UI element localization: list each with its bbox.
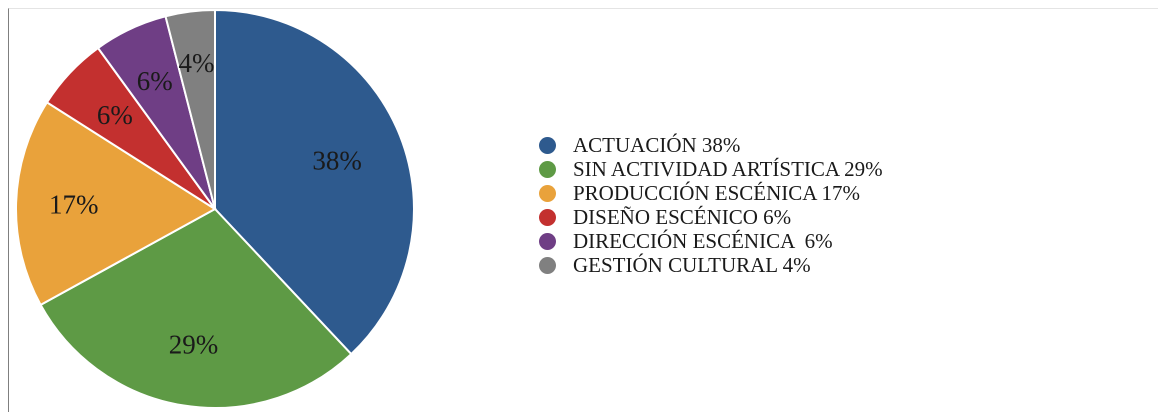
- legend-swatch: [539, 232, 556, 250]
- pie-slice-label: 29%: [169, 330, 219, 360]
- legend-swatch: [539, 256, 556, 274]
- legend-swatch: [539, 136, 556, 154]
- legend-label: ACTUACIÓN 38%: [573, 133, 741, 157]
- legend-label: GESTIÓN CULTURAL 4%: [573, 253, 811, 277]
- legend-label: SIN ACTIVIDAD ARTÍSTICA 29%: [573, 157, 883, 181]
- legend-label: DISEÑO ESCÉNICO 6%: [573, 205, 792, 229]
- legend-label: PRODUCCIÓN ESCÉNICA 17%: [573, 181, 861, 205]
- pie-slice: [39, 207, 353, 409]
- legend-swatch: [539, 208, 556, 226]
- chart-legend: ACTUACIÓN 38% SIN ACTIVIDAD ARTÍSTICA 29%…: [539, 133, 883, 277]
- legend-item: ACTUACIÓN 38%: [539, 133, 883, 157]
- pie-chart: 38%29%17%6%6%4%: [14, 9, 415, 409]
- legend-swatch: [539, 160, 556, 178]
- pie-slice-label: 17%: [49, 190, 99, 220]
- chart-frame: 38% 29% 17% 6% 6% 4% ACTUACIÓN 38% SIN ACTIVID…: [8, 8, 1158, 412]
- pie-slice: [164, 9, 216, 210]
- pie-slices: [14, 9, 415, 409]
- legend-item: PRODUCCIÓN ESCÉNICA 17%: [539, 181, 883, 205]
- legend-label: DIRECCIÓN ESCÉNICA 6%: [573, 229, 833, 253]
- pie-slice-label: 4%: [179, 48, 215, 78]
- legend-item: GESTIÓN CULTURAL 4%: [539, 253, 883, 277]
- pie-slice: [14, 100, 217, 307]
- pie-slice-labels: 38%29%17%6%6%4%: [49, 48, 362, 360]
- legend-swatch: [539, 184, 556, 202]
- legend-item: SIN ACTIVIDAD ARTÍSTICA 29%: [539, 157, 883, 181]
- pie-slice-label: 6%: [97, 100, 133, 130]
- pie-slice: [214, 9, 415, 356]
- pie-slice-label: 6%: [137, 66, 173, 96]
- legend-item: DISEÑO ESCÉNICO 6%: [539, 205, 883, 229]
- legend-item: DIRECCIÓN ESCÉNICA 6%: [539, 229, 883, 253]
- pie-slice-label: 38%: [312, 146, 362, 176]
